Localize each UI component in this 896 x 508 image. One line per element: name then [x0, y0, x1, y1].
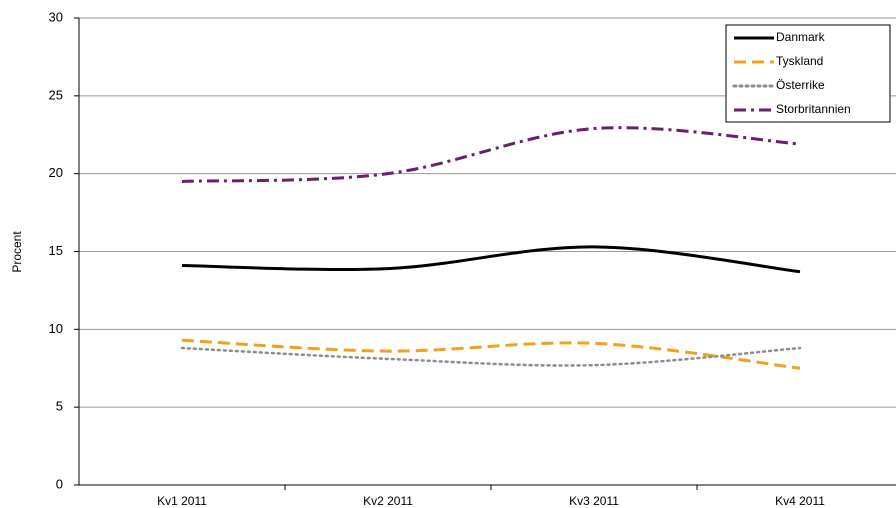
series-line	[181, 126, 801, 183]
x-tick-label: Kv3 2011	[569, 494, 619, 508]
legend-label: Danmark	[776, 30, 826, 44]
y-tick-label: 30	[49, 9, 63, 24]
series-line	[180, 346, 802, 367]
y-tick-label: 20	[49, 165, 63, 180]
legend-box	[725, 24, 891, 123]
series-line	[181, 338, 801, 370]
y-tick-label: 15	[49, 243, 63, 258]
y-tick-label: 5	[56, 399, 63, 414]
series-line	[181, 245, 801, 274]
y-tick-label: 25	[49, 87, 63, 102]
x-tick-label: Kv2 2011	[363, 494, 413, 508]
x-tick-label: Kv1 2011	[157, 494, 207, 508]
legend-label: Storbritannien	[776, 102, 851, 116]
legend-label: Österrike	[776, 78, 825, 92]
y-tick-label: 10	[49, 321, 63, 336]
x-tick-label: Kv4 2011	[775, 494, 825, 508]
y-axis-label: Procent	[10, 231, 24, 273]
legend-label: Tyskland	[776, 54, 823, 68]
y-tick-label: 0	[56, 476, 63, 491]
